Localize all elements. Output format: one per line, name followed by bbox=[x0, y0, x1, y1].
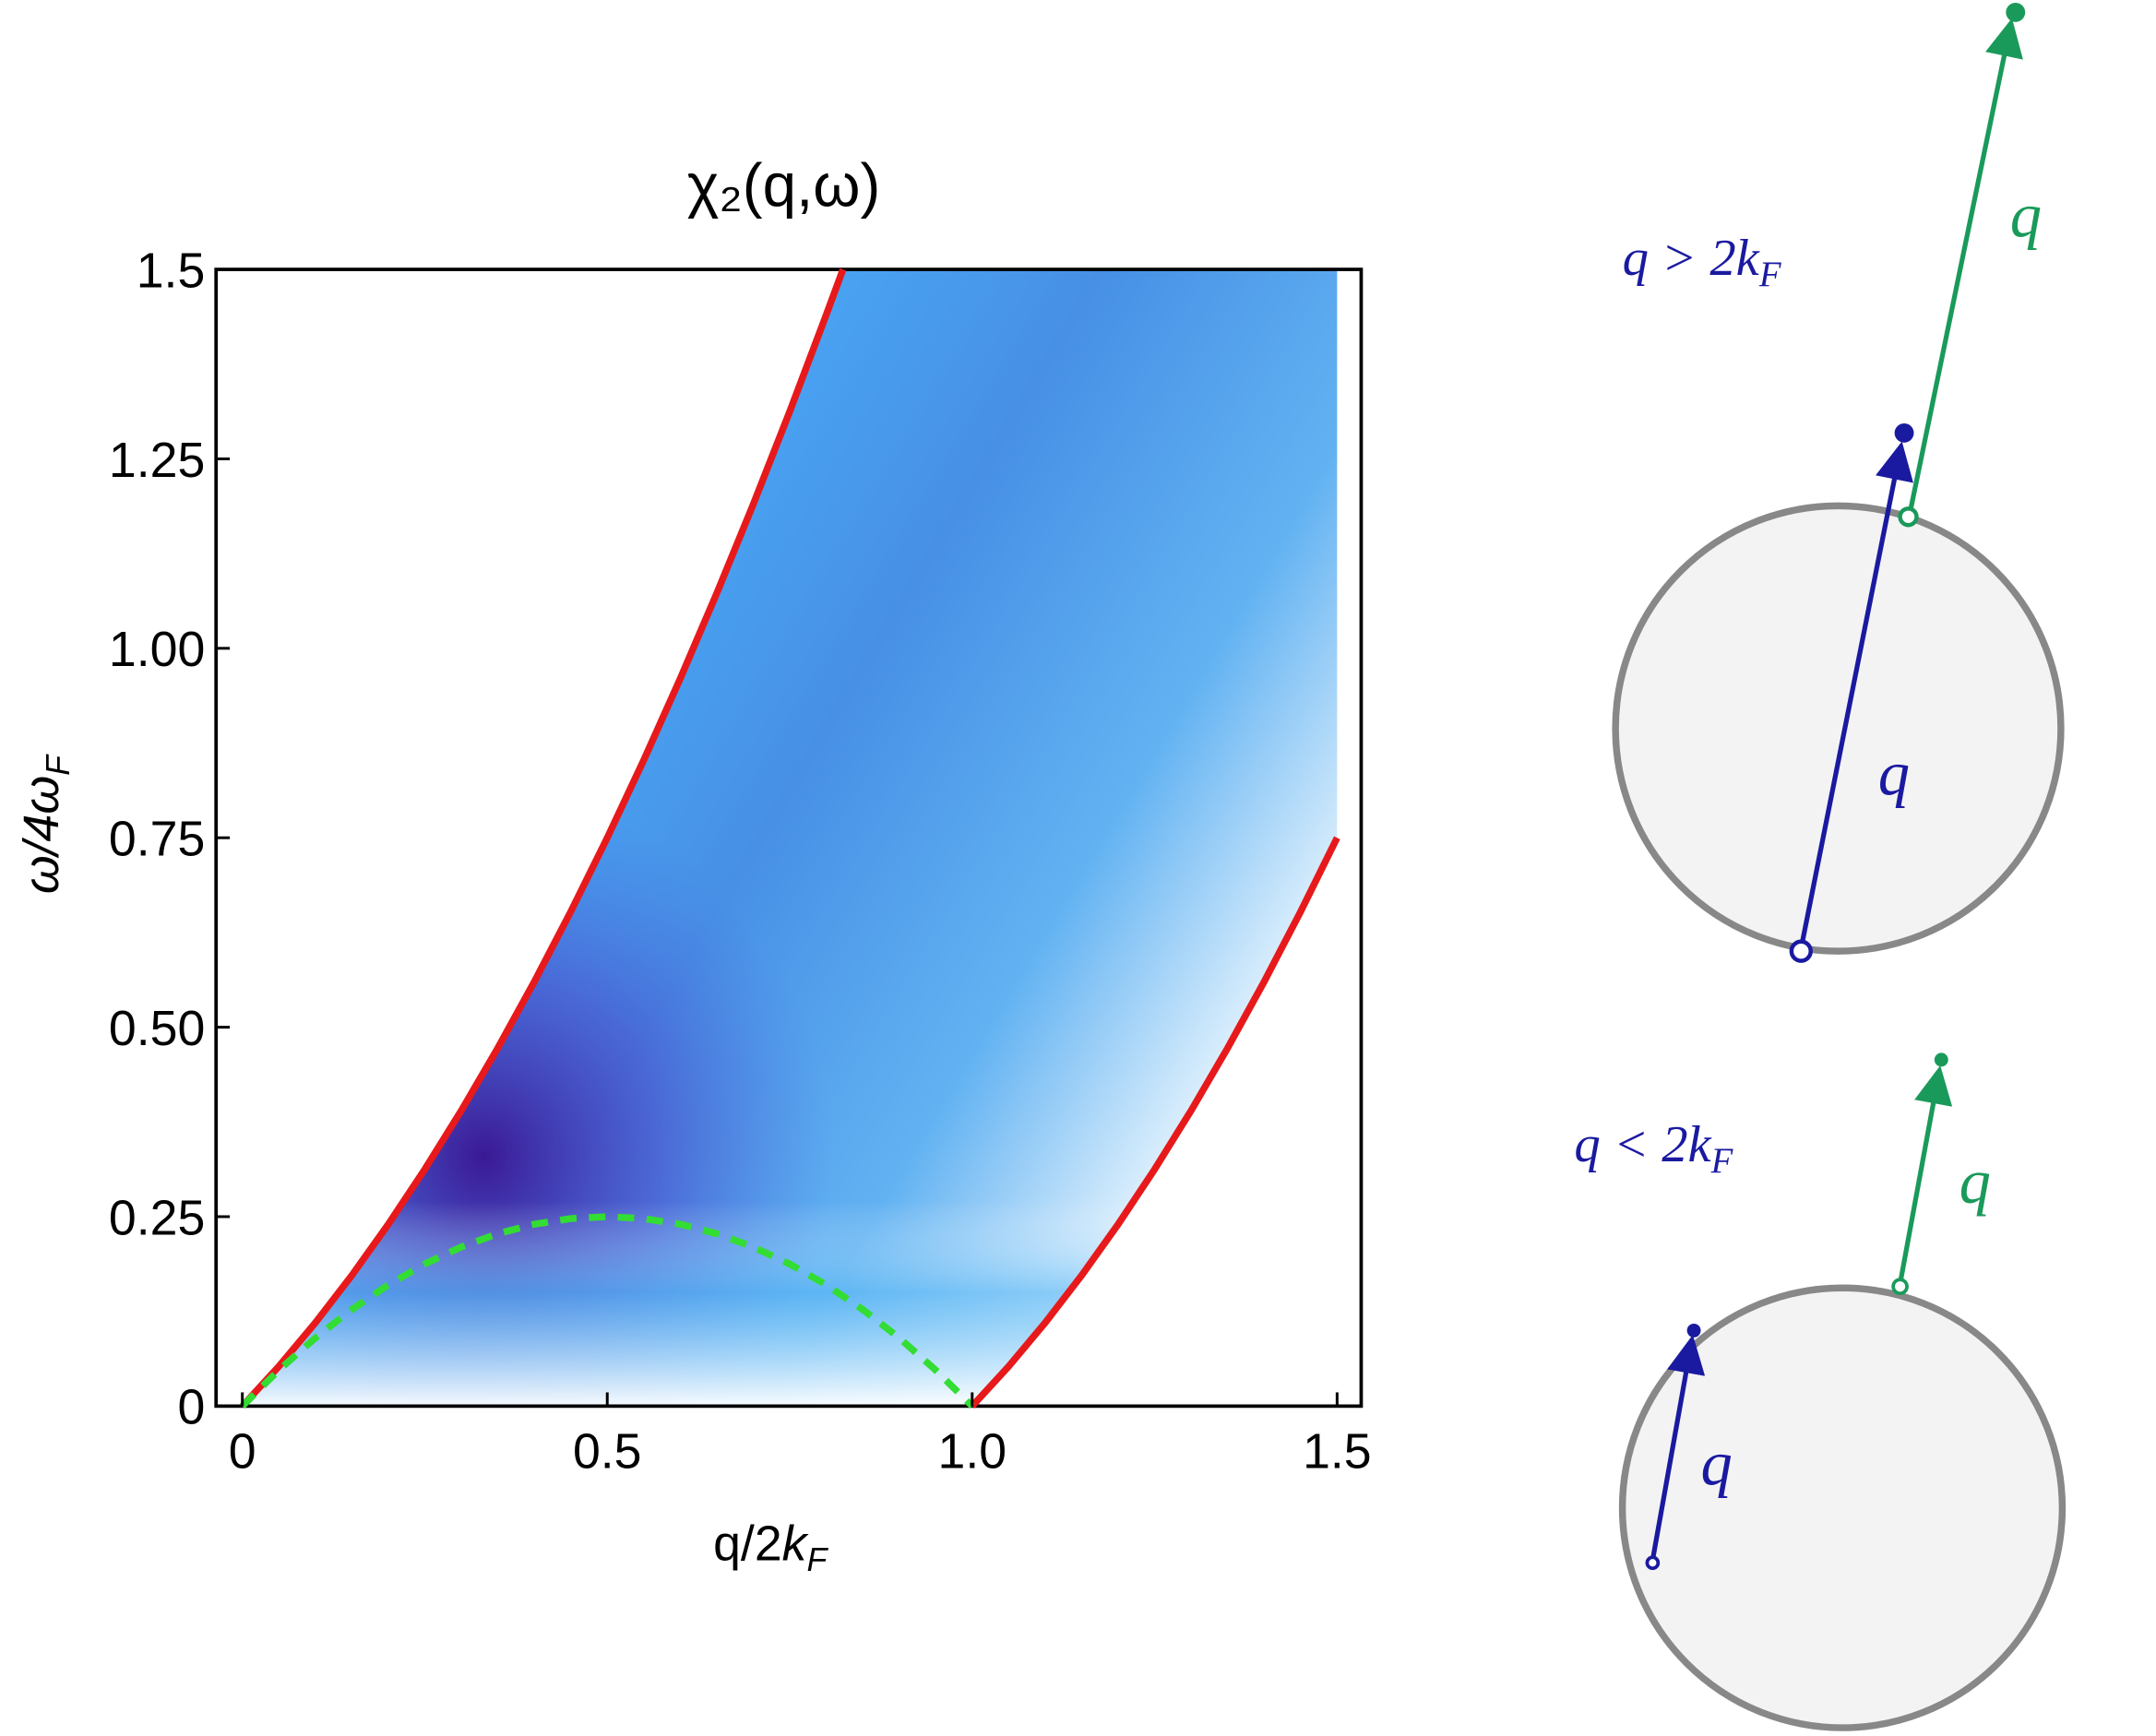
annotation: q bbox=[2010, 180, 2042, 250]
y-tick-label: 0.50 bbox=[109, 1001, 205, 1056]
q-arrow bbox=[1898, 1065, 1953, 1285]
y-label-text: ω/4ω bbox=[14, 776, 69, 894]
density-field bbox=[242, 269, 1338, 1407]
annotation-subscript: F bbox=[1710, 1141, 1733, 1181]
k-arrow bbox=[1650, 1335, 1706, 1561]
density-floor bbox=[242, 269, 1338, 1407]
fermi-circle bbox=[1618, 1284, 2067, 1731]
y-tick-label: 0.75 bbox=[109, 812, 205, 867]
y-tick-label: 0 bbox=[177, 1380, 205, 1435]
k-arrow bbox=[1798, 441, 1913, 949]
y-tick-label: 1.25 bbox=[109, 433, 205, 488]
x-label-text: q/2 bbox=[713, 1516, 782, 1571]
x-tick-label: 1.5 bbox=[1303, 1423, 1372, 1479]
annotation-text: q > 2k bbox=[1623, 230, 1760, 287]
fermi-circle bbox=[1612, 502, 2065, 955]
annotation: q bbox=[1878, 738, 1910, 808]
start-point bbox=[1898, 506, 1919, 528]
y-tick-label: 1.5 bbox=[137, 243, 206, 298]
annotation-text: q < 2k bbox=[1574, 1116, 1711, 1173]
end-point bbox=[1894, 422, 1914, 443]
annotation-subscript: F bbox=[1758, 255, 1781, 294]
chart-title: χ₂(q,ω) bbox=[687, 152, 880, 220]
y-tick-label: 1.00 bbox=[109, 622, 205, 677]
end-point bbox=[2006, 2, 2026, 22]
x-label-italic: k bbox=[782, 1516, 810, 1571]
x-tick-label: 0.5 bbox=[573, 1423, 642, 1479]
start-point bbox=[1789, 939, 1813, 963]
annotation: q > 2kF bbox=[1623, 230, 1781, 294]
end-point bbox=[1934, 1052, 1948, 1067]
y-tick-label: 0.25 bbox=[109, 1190, 205, 1245]
x-label-subscript: F bbox=[806, 1541, 828, 1578]
y-axis-label: ω/4ωF bbox=[14, 754, 77, 894]
curve bbox=[970, 836, 1340, 1409]
start-point bbox=[1645, 1555, 1661, 1571]
q-arrow bbox=[1907, 18, 2023, 515]
annotation: q < 2kF bbox=[1574, 1116, 1733, 1181]
x-tick-label: 0 bbox=[229, 1423, 256, 1479]
annotation: q bbox=[1959, 1147, 1991, 1217]
start-point bbox=[1891, 1278, 1909, 1296]
y-label-subscript: F bbox=[40, 754, 77, 776]
curve bbox=[239, 268, 847, 1409]
end-point bbox=[1686, 1323, 1701, 1338]
x-axis-label: q/2kF bbox=[713, 1516, 828, 1578]
annotation: q bbox=[1701, 1428, 1733, 1498]
x-tick-label: 1.0 bbox=[938, 1423, 1007, 1479]
